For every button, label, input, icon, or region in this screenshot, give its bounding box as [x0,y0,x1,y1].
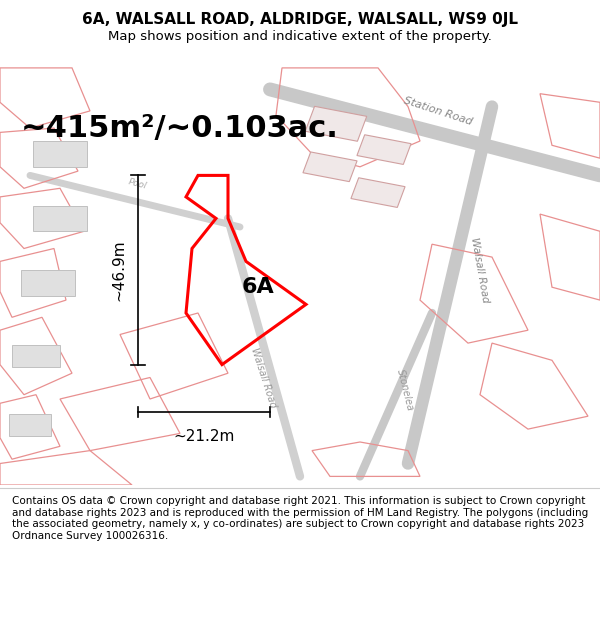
Text: Station Road: Station Road [403,95,473,127]
Text: Walsall Road: Walsall Road [250,346,278,409]
Polygon shape [305,106,367,141]
Text: ~21.2m: ~21.2m [173,429,235,444]
Text: Map shows position and indicative extent of the property.: Map shows position and indicative extent… [108,30,492,43]
Text: 6A, WALSALL ROAD, ALDRIDGE, WALSALL, WS9 0JL: 6A, WALSALL ROAD, ALDRIDGE, WALSALL, WS9… [82,12,518,27]
Text: ~46.9m: ~46.9m [111,239,126,301]
Bar [33,141,87,167]
Bar [9,414,51,436]
Text: 6A: 6A [242,278,274,298]
Text: Walsall Road: Walsall Road [469,236,491,304]
Bar [21,270,75,296]
Polygon shape [357,135,411,164]
Text: Contains OS data © Crown copyright and database right 2021. This information is : Contains OS data © Crown copyright and d… [12,496,588,541]
Bar [12,345,60,367]
Text: ~415m²/~0.103ac.: ~415m²/~0.103ac. [21,114,339,142]
Bar [33,206,87,231]
Polygon shape [351,177,405,208]
Text: Pool: Pool [128,177,148,191]
Text: Stonelea: Stonelea [395,368,415,413]
Polygon shape [303,152,357,182]
